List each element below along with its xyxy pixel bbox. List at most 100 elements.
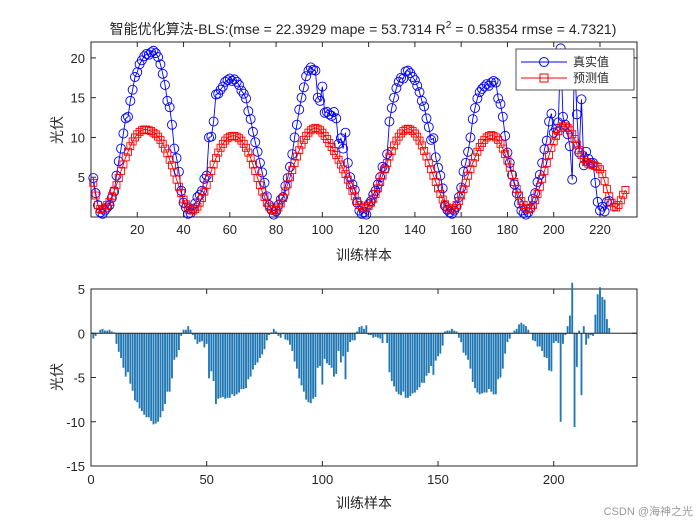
error-bar [504,333,507,354]
error-bar [582,326,585,334]
true-point [231,76,242,87]
true-point [120,113,131,124]
bottom-x-tick-label: 150 [427,472,449,487]
true-point [328,107,339,117]
pred-point [151,130,160,139]
error-bar [154,333,157,424]
error-bar [599,287,601,334]
error-bar [171,333,173,379]
true-point [250,137,261,148]
error-bar [134,333,136,401]
true-point [359,207,369,218]
error-bar [101,328,104,334]
true-point [224,73,235,84]
bottom-plot-area [90,288,638,467]
true-point [571,109,582,120]
error-bar [448,330,451,334]
true-point [111,170,122,181]
pred-point [276,199,285,208]
error-bar [293,333,296,362]
pred-point [565,126,574,135]
error-bar [596,294,599,334]
pred-point [406,125,415,134]
pred-point [211,154,220,163]
error-bar [478,333,481,395]
true-point [412,80,423,91]
top-x-axis: 20 40 60 80 100 120 140 160 180 200 220 [130,42,611,237]
error-bar [226,333,229,398]
error-bar [395,333,398,392]
true-point [118,128,129,139]
error-bar [437,333,439,357]
error-bar [474,333,476,389]
pred-point [239,139,248,148]
pred-point [473,147,482,156]
error-bar [376,333,379,338]
error-bar [106,330,109,334]
bottom-x-tick-label: 200 [543,472,565,487]
error-bar [182,329,185,334]
error-bar [520,322,523,334]
pred-point [568,130,577,139]
pred-point [195,198,204,207]
legend-true-marker [539,57,549,67]
error-bar [455,331,458,334]
top-x-tick-label: 40 [176,222,190,237]
pred-point [609,202,618,211]
error-bar [145,333,148,418]
true-point [419,101,430,112]
error-bar [411,333,414,394]
pred-point [161,144,169,153]
true-point [222,75,233,86]
pred-point [612,203,621,212]
pred-point [329,147,338,155]
pred-point [323,135,331,143]
error-bar [444,331,446,334]
pred-point [371,189,380,198]
pred-point [353,197,362,206]
true-point [386,103,397,113]
pred-point [193,202,202,211]
true-point [241,93,251,104]
pred-point [614,201,623,210]
pred-point [563,123,572,132]
true-point [294,104,305,115]
pred-point [459,185,468,194]
pred-point [325,139,334,147]
pred-point [221,136,230,145]
pred-point [531,196,540,205]
true-point [291,119,302,130]
pred-point [487,131,496,140]
true-point [217,81,228,92]
pred-point [313,124,322,133]
pred-point [207,166,216,175]
error-bar [381,333,384,343]
true-point [148,45,159,56]
pred-point [343,175,352,184]
error-bar [515,328,518,334]
true-point [132,67,143,78]
top-chart-title-main: 智能优化算法-BLS:(mse = 22.3929 mape = 53.7314… [110,21,446,37]
true-point [416,95,427,106]
top-chart-title-superscript: 2 [446,20,452,31]
error-bar [432,333,435,375]
true-point [331,113,342,124]
true-point [444,207,455,218]
true-point [481,79,492,90]
pred-point [105,197,114,206]
pred-point [385,152,394,161]
pred-point [427,165,436,174]
error-bar [198,333,201,343]
error-bar [217,333,220,399]
error-bar [272,328,275,334]
error-bar [208,333,210,379]
pred-point [496,139,505,148]
pred-point [498,144,507,153]
true-point [125,95,136,106]
true-point [287,149,298,160]
error-bar [464,333,467,356]
pred-point [619,190,628,199]
bottom-y-tick-label: -10 [66,415,85,430]
error-bar [351,333,354,341]
true-point [541,135,552,146]
